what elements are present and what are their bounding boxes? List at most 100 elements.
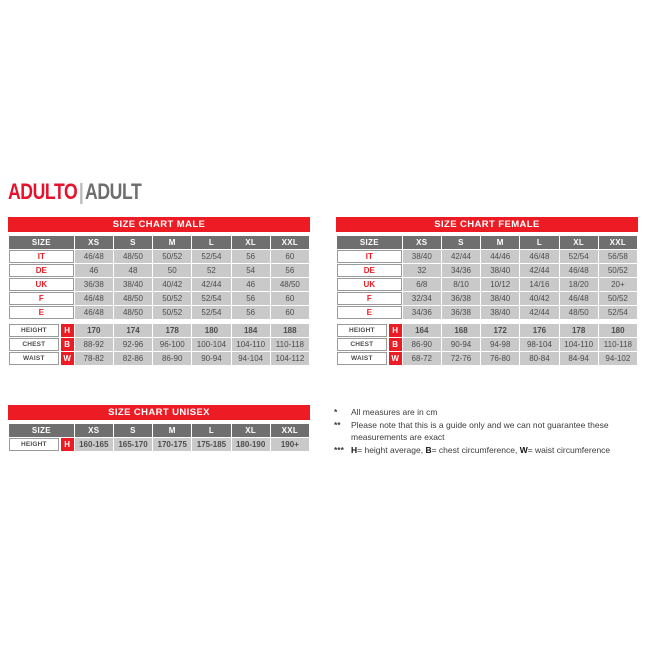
row-badge-w: W bbox=[388, 352, 402, 365]
row-label-chest: CHEST B bbox=[9, 338, 74, 351]
chart-title-male: SIZE CHART MALE bbox=[8, 217, 310, 232]
cell-value: 168 bbox=[441, 324, 481, 337]
cell-value: 54 bbox=[231, 264, 270, 277]
cell-value: 94-102 bbox=[598, 352, 637, 365]
page-title-separator: | bbox=[78, 179, 84, 204]
cell-value: 180 bbox=[192, 324, 231, 337]
row-label-it: IT bbox=[337, 250, 402, 263]
cell-value: 14/16 bbox=[520, 278, 559, 291]
cell-value: 84-94 bbox=[559, 352, 598, 365]
cell-value: 184 bbox=[231, 324, 270, 337]
cell-value: 6/8 bbox=[402, 278, 441, 291]
footnote-symbol: B bbox=[425, 444, 432, 455]
footnote-marker: ** bbox=[334, 419, 341, 430]
column-header-xl: XL bbox=[559, 236, 598, 249]
cell-value: 38/40 bbox=[402, 250, 441, 263]
column-header-l: L bbox=[192, 236, 231, 249]
cell-value: 178 bbox=[559, 324, 598, 337]
table-row: E 34/36 36/38 38/40 42/44 48/50 52/54 bbox=[337, 306, 637, 319]
cell-value: 160-165 bbox=[74, 438, 113, 451]
cell-value: 165-170 bbox=[113, 438, 153, 451]
table-row: IT 46/48 48/50 50/52 52/54 56 60 bbox=[9, 250, 309, 263]
cell-value: 52/54 bbox=[192, 292, 231, 305]
cell-value: 46/48 bbox=[559, 264, 598, 277]
row-label-height: HEIGHT H bbox=[9, 324, 74, 337]
size-chart-unisex: SIZE CHART UNISEX SIZE XS S M L XL XXL HEIGHT H 16… bbox=[8, 405, 310, 452]
page-title: ADULTO|ADULT bbox=[8, 179, 142, 204]
cell-value: 38/40 bbox=[481, 306, 520, 319]
cell-value: 86-90 bbox=[402, 338, 441, 351]
chart-table-unisex: SIZE XS S M L XL XXL HEIGHT H 160-165 165-170 170-1… bbox=[8, 423, 310, 452]
cell-value: 90-94 bbox=[192, 352, 231, 365]
cell-value: 52/54 bbox=[598, 306, 637, 319]
cell-value: 110-118 bbox=[270, 338, 309, 351]
cell-value: 76-80 bbox=[481, 352, 520, 365]
cell-value: 60 bbox=[270, 250, 309, 263]
column-header-xl: XL bbox=[231, 424, 270, 437]
cell-value: 46/48 bbox=[74, 306, 113, 319]
cell-value: 178 bbox=[153, 324, 192, 337]
cell-value: 36/38 bbox=[74, 278, 113, 291]
cell-value: 36/38 bbox=[441, 292, 481, 305]
cell-value: 104-112 bbox=[270, 352, 309, 365]
cell-value: 46/48 bbox=[559, 292, 598, 305]
chart-table-male: SIZE XS S M L XL XXL IT 46/48 48/50 50/52 52/54 56 60… bbox=[8, 235, 310, 366]
row-label-chest: CHEST B bbox=[337, 338, 402, 351]
cell-value: 34/36 bbox=[441, 264, 481, 277]
column-header-m: M bbox=[153, 236, 192, 249]
spacer-cell bbox=[9, 320, 309, 323]
footnote-marker: * bbox=[334, 407, 338, 417]
cell-value: 46 bbox=[231, 278, 270, 291]
cell-value: 50/52 bbox=[153, 292, 192, 305]
cell-value: 104-110 bbox=[231, 338, 270, 351]
row-label-de: DE bbox=[9, 264, 74, 277]
cell-value: 94-98 bbox=[481, 338, 520, 351]
column-header-xs: XS bbox=[402, 236, 441, 249]
table-row: WAIST W 78-82 82-86 86-90 90-94 94-104 104-112 bbox=[9, 352, 309, 365]
column-header-xxl: XXL bbox=[270, 236, 309, 249]
cell-value: 48 bbox=[113, 264, 153, 277]
cell-value: 68-72 bbox=[402, 352, 441, 365]
footnote-phrase: All measures are in cm bbox=[351, 407, 438, 417]
page-title-it: ADULTO bbox=[8, 179, 78, 204]
table-row: HEIGHT H 170 174 178 180 184 188 bbox=[9, 324, 309, 337]
column-header-xs: XS bbox=[74, 236, 113, 249]
footnote-item: ** Please note that this is a guide only … bbox=[334, 419, 640, 444]
cell-value: 32 bbox=[402, 264, 441, 277]
cell-value: 42/44 bbox=[192, 278, 231, 291]
cell-value: 46/48 bbox=[74, 250, 113, 263]
cell-value: 110-118 bbox=[598, 338, 637, 351]
cell-value: 98-104 bbox=[520, 338, 559, 351]
cell-value: 94-104 bbox=[231, 352, 270, 365]
cell-value: 170 bbox=[74, 324, 113, 337]
column-header-l: L bbox=[520, 236, 559, 249]
cell-value: 46/48 bbox=[520, 250, 559, 263]
row-label-de: DE bbox=[337, 264, 402, 277]
footnote-text: H= height average, B= chest circumferenc… bbox=[351, 444, 640, 457]
cell-value: 96-100 bbox=[153, 338, 192, 351]
column-header-size: SIZE bbox=[9, 424, 74, 437]
row-badge-b: B bbox=[388, 338, 402, 351]
table-row: CHEST B 86-90 90-94 94-98 98-104 104-110 110-11… bbox=[337, 338, 637, 351]
cell-value: 56/58 bbox=[598, 250, 637, 263]
table-row: E 46/48 48/50 50/52 52/54 56 60 bbox=[9, 306, 309, 319]
cell-value: 52/54 bbox=[192, 306, 231, 319]
cell-value: 56 bbox=[270, 264, 309, 277]
table-header-row: SIZE XS S M L XL XXL bbox=[9, 424, 309, 437]
cell-value: 46 bbox=[74, 264, 113, 277]
cell-value: 50/52 bbox=[153, 250, 192, 263]
cell-value: 170-175 bbox=[153, 438, 192, 451]
row-spacer bbox=[337, 320, 637, 323]
column-header-s: S bbox=[113, 236, 153, 249]
cell-value: 48/50 bbox=[270, 278, 309, 291]
footnote-text: All measures are in cm bbox=[351, 406, 640, 419]
row-label-it: IT bbox=[9, 250, 74, 263]
footnote-item: *** H= height average, B= chest circumfer… bbox=[334, 444, 640, 457]
row-label-text: HEIGHT bbox=[9, 438, 59, 451]
row-label-uk: UK bbox=[337, 278, 402, 291]
chart-title-unisex: SIZE CHART UNISEX bbox=[8, 405, 310, 420]
cell-value: 172 bbox=[481, 324, 520, 337]
footnote-symbol: W bbox=[519, 444, 528, 455]
cell-value: 100-104 bbox=[192, 338, 231, 351]
row-label-waist: WAIST W bbox=[337, 352, 402, 365]
